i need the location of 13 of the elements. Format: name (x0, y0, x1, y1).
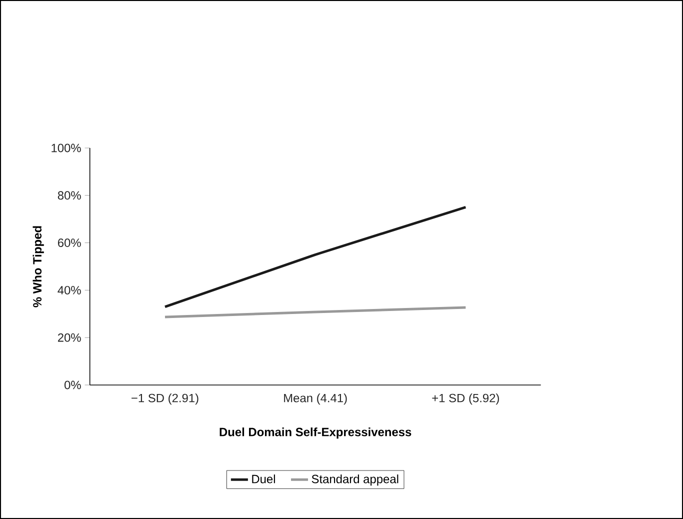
y-tick-label: 40% (58, 286, 81, 294)
legend-label: Standard appeal (312, 474, 398, 486)
y-tick-label: 20% (58, 333, 81, 342)
y-axis-title: % Who Tipped (32, 226, 44, 308)
y-tick-label: 80% (58, 191, 81, 200)
y-tick-label: 0% (64, 380, 81, 390)
x-tick-label: +1 SD (5.92) (432, 394, 499, 405)
legend-label: Duel (252, 474, 275, 484)
x-tick-label: Mean (4.41) (284, 394, 347, 405)
y-tick-label: 100% (52, 144, 81, 152)
y-tick-label: 60% (58, 238, 81, 248)
x-axis-title: Duel Domain Self-Expressiveness (220, 427, 412, 439)
x-tick-label: −1 SD (2.91) (132, 394, 198, 405)
